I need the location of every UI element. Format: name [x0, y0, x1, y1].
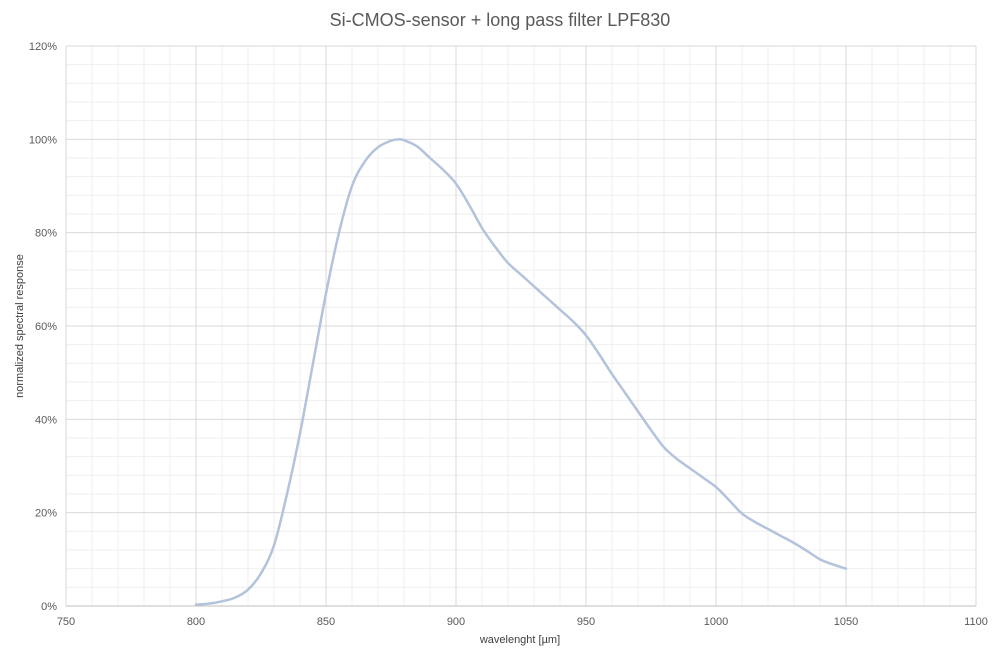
series-layer: [194, 138, 848, 606]
chart-title: Si-CMOS-sensor + long pass filter LPF830: [330, 10, 671, 30]
x-tick-labels: 750 800 850 900 950 1000 1050 1100: [57, 616, 988, 628]
x-tick-label: 1050: [834, 616, 858, 628]
x-tick-label: 850: [317, 616, 335, 628]
x-tick-label: 900: [447, 616, 465, 628]
major-gridlines: [65, 45, 977, 607]
series-line-spectral-response: [194, 138, 848, 606]
y-tick-label: 40%: [35, 414, 57, 426]
y-axis-title: normalized spectral response: [14, 254, 26, 398]
y-tick-label: 0%: [41, 601, 57, 613]
y-tick-label: 120%: [29, 41, 57, 53]
y-tick-labels: 0% 20% 40% 60% 80% 100% 120%: [29, 41, 57, 613]
y-tick-label: 60%: [35, 321, 57, 333]
x-tick-label: 1100: [964, 616, 988, 628]
x-tick-label: 1000: [704, 616, 728, 628]
y-tick-label: 80%: [35, 228, 57, 240]
x-tick-label: 750: [57, 616, 75, 628]
y-tick-label: 20%: [35, 508, 57, 520]
y-tick-label: 100%: [29, 134, 57, 146]
x-tick-label: 950: [577, 616, 595, 628]
x-axis-title: wavelenght [µm]: [479, 634, 560, 646]
x-tick-label: 800: [187, 616, 205, 628]
